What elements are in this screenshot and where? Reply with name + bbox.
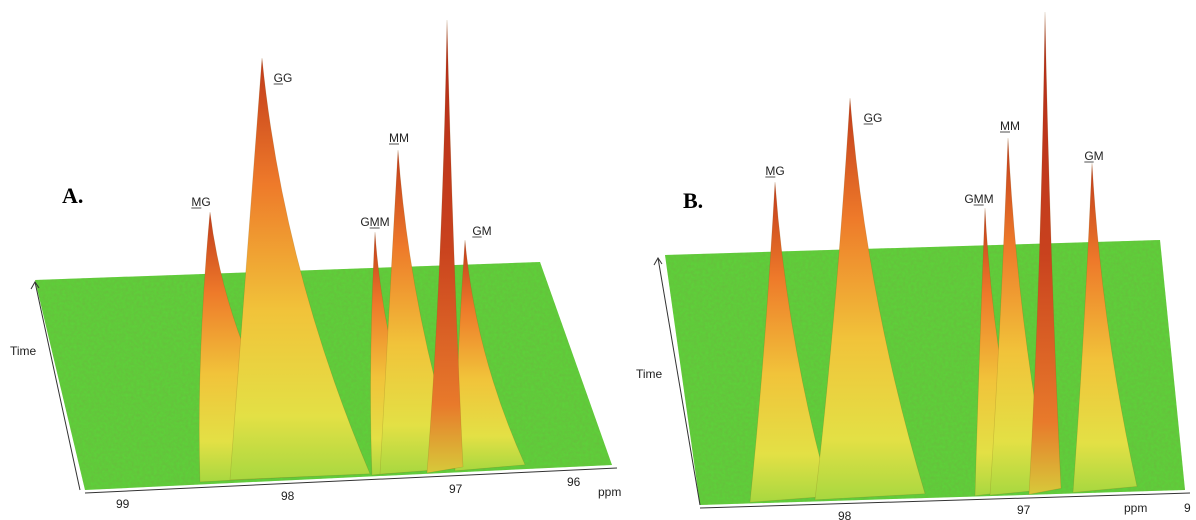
peak-surface (1028, 11, 1062, 495)
peak-label: MG (765, 164, 784, 178)
time-axis (657, 257, 701, 506)
time-axis (34, 281, 81, 491)
tick-label: 96 (567, 475, 581, 489)
peak-label: GM (472, 224, 491, 238)
panel: A. Time ppm 99 98 97 96 MG GG GMM MM GM (10, 19, 621, 511)
panel-label: B. (683, 188, 703, 213)
tick-label: 9 (1184, 501, 1191, 515)
peak-surface (1072, 162, 1138, 493)
peak-label: MM (1000, 119, 1020, 133)
peak-surface (749, 181, 831, 503)
ppm-axis (84, 467, 618, 494)
panel-label: A. (62, 183, 83, 208)
peak-label: GMM (360, 215, 389, 229)
panel: B. Time ppm 98 97 9 MG GG GMM MM GM (636, 11, 1191, 520)
unit-label: ppm (1124, 501, 1147, 515)
tick-label: 98 (281, 489, 295, 503)
peak-label: GMM (964, 192, 993, 206)
time-arrow (30, 281, 40, 290)
tick-label: 97 (1017, 503, 1031, 517)
tick-label: 97 (449, 482, 463, 496)
peak-surface (229, 57, 371, 481)
ppm-axis (699, 492, 1191, 509)
axis-label: Time (636, 367, 663, 381)
peak-label: MG (191, 195, 210, 209)
tick-label: 99 (116, 497, 130, 511)
axis-label: Time (10, 344, 37, 358)
peak-surface (426, 19, 464, 474)
time-arrow (653, 257, 663, 266)
peak-surface (814, 97, 926, 501)
tick-label: 98 (838, 509, 852, 520)
peak-label: GG (864, 111, 883, 125)
unit-label: ppm (598, 485, 621, 499)
peak-label: GM (1084, 149, 1103, 163)
peak-label: GG (274, 71, 293, 85)
peak-label: MM (389, 131, 409, 145)
